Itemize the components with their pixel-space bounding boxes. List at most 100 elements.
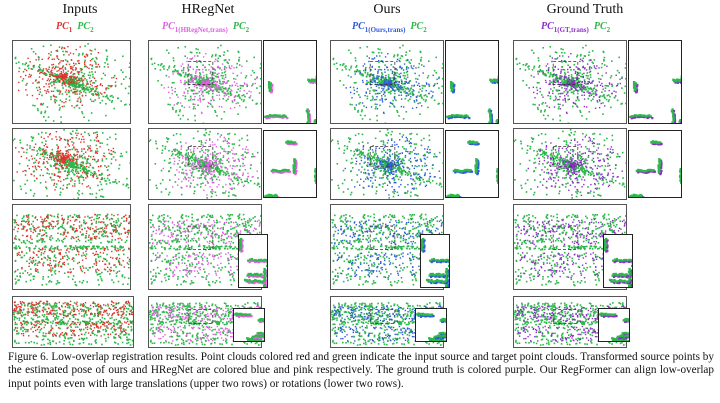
source-point bbox=[371, 74, 373, 77]
target-point bbox=[168, 191, 171, 194]
target-point bbox=[26, 65, 29, 67]
target-point bbox=[546, 69, 548, 72]
source-point bbox=[217, 66, 220, 69]
target-point bbox=[399, 91, 402, 93]
target-point bbox=[374, 107, 377, 110]
target-point bbox=[39, 68, 42, 70]
target-point bbox=[569, 89, 571, 91]
source-point bbox=[383, 86, 386, 88]
source-point bbox=[192, 99, 194, 101]
target-point bbox=[422, 98, 425, 101]
target-point bbox=[65, 98, 67, 100]
source-point bbox=[189, 65, 191, 68]
source-point bbox=[57, 145, 59, 148]
target-point bbox=[560, 78, 563, 80]
source-point bbox=[43, 86, 45, 88]
target-point bbox=[364, 71, 367, 74]
target-point bbox=[353, 82, 356, 84]
target-point bbox=[419, 51, 422, 54]
target-point bbox=[88, 86, 91, 88]
target-point bbox=[372, 58, 375, 60]
target-point bbox=[390, 90, 392, 92]
source-point bbox=[673, 120, 677, 123]
target-point bbox=[95, 80, 97, 82]
source-point bbox=[415, 106, 418, 109]
target-point bbox=[420, 59, 422, 61]
target-point bbox=[112, 181, 114, 183]
point-cloud-ours-row-1 bbox=[332, 44, 443, 123]
source-point bbox=[69, 52, 72, 54]
source-point bbox=[49, 73, 51, 75]
source-point bbox=[550, 88, 552, 90]
source-point bbox=[454, 116, 457, 119]
target-point bbox=[207, 105, 209, 108]
target-point bbox=[606, 85, 608, 87]
source-point bbox=[27, 165, 29, 167]
source-point bbox=[270, 91, 273, 94]
target-point bbox=[71, 164, 74, 166]
target-point bbox=[452, 114, 455, 117]
target-point bbox=[106, 94, 108, 97]
target-point bbox=[68, 91, 70, 93]
target-point bbox=[28, 159, 30, 162]
target-point bbox=[530, 74, 533, 77]
target-point bbox=[89, 98, 92, 101]
source-point bbox=[59, 176, 61, 178]
target-point bbox=[93, 90, 96, 93]
source-point bbox=[82, 135, 84, 138]
target-point bbox=[96, 85, 99, 87]
target-point bbox=[185, 178, 188, 181]
target-point bbox=[405, 51, 408, 53]
source-point bbox=[239, 105, 241, 107]
source-point bbox=[567, 68, 569, 71]
target-point bbox=[489, 120, 492, 123]
source-point bbox=[59, 149, 62, 152]
source-point bbox=[63, 76, 66, 78]
target-point bbox=[565, 82, 567, 84]
target-point bbox=[180, 74, 182, 76]
source-point bbox=[383, 83, 385, 85]
source-point bbox=[67, 46, 69, 48]
target-point bbox=[49, 164, 52, 167]
target-point bbox=[372, 89, 375, 91]
source-point bbox=[77, 156, 79, 158]
source-point bbox=[201, 83, 204, 86]
source-point bbox=[572, 81, 574, 83]
source-point bbox=[51, 153, 54, 155]
source-point bbox=[230, 89, 232, 91]
source-point bbox=[67, 151, 70, 153]
target-point bbox=[398, 90, 400, 93]
source-point bbox=[101, 84, 103, 87]
source-point bbox=[315, 121, 316, 123]
target-point bbox=[252, 83, 254, 85]
target-point bbox=[76, 164, 78, 166]
target-point bbox=[602, 102, 604, 104]
source-point bbox=[73, 146, 75, 148]
source-point bbox=[65, 101, 67, 103]
target-point bbox=[524, 69, 527, 71]
source-point bbox=[387, 80, 389, 82]
source-point bbox=[582, 75, 584, 78]
target-point bbox=[564, 73, 567, 75]
source-point bbox=[105, 166, 108, 168]
target-point bbox=[242, 94, 245, 96]
target-point bbox=[33, 149, 35, 151]
target-point bbox=[34, 104, 36, 107]
target-point bbox=[368, 75, 371, 78]
target-point bbox=[419, 88, 421, 91]
target-point bbox=[617, 83, 619, 85]
target-point bbox=[78, 93, 81, 95]
target-point bbox=[549, 95, 552, 98]
target-point bbox=[195, 92, 198, 95]
target-point bbox=[442, 102, 443, 105]
target-point bbox=[543, 110, 546, 113]
source-point bbox=[572, 77, 574, 79]
target-point bbox=[88, 71, 91, 74]
target-point bbox=[114, 59, 116, 62]
source-point bbox=[571, 85, 574, 87]
target-point bbox=[110, 153, 112, 155]
source-point bbox=[63, 160, 65, 163]
source-point bbox=[92, 94, 94, 96]
target-point bbox=[44, 110, 47, 112]
target-point bbox=[68, 95, 71, 98]
